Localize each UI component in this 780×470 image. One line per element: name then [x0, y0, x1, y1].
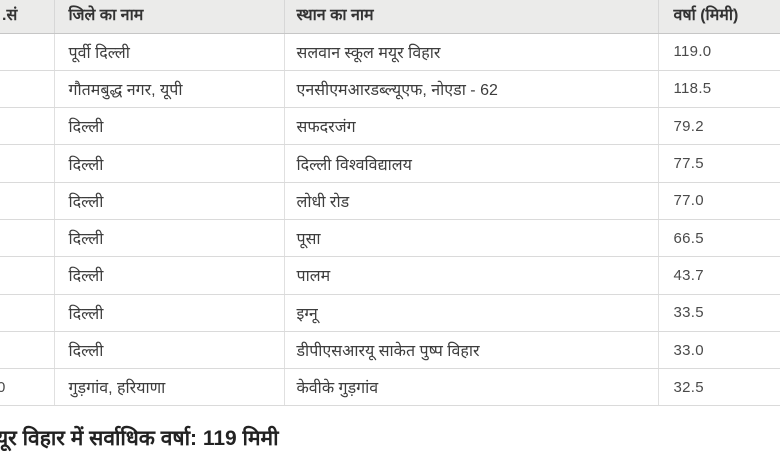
place-cell: डीपीएसआरयू साकेत पुष्प विहार [284, 331, 659, 370]
rainfall-cell: 66.5 [658, 219, 780, 258]
district-cell: दिल्ली [54, 294, 285, 332]
place-cell: लोधी रोड [284, 182, 659, 220]
column-header-place: स्थान का नाम [284, 0, 659, 34]
serial-cell [0, 219, 55, 258]
place-cell: केवीके गुड़गांव [284, 368, 659, 407]
table-row: 0 गुड़गांव, हरियाणा केवीके गुड़गांव 32.5 [0, 368, 780, 407]
place-cell: दिल्ली विश्वविद्यालय [284, 144, 659, 183]
table-row: दिल्ली पालम 43.7 [0, 256, 780, 295]
district-cell: दिल्ली [54, 256, 285, 295]
district-cell: दिल्ली [54, 144, 285, 183]
rainfall-cell: 32.5 [658, 368, 780, 407]
serial-cell: 0 [0, 368, 55, 407]
column-header-district: जिले का नाम [54, 0, 285, 34]
district-cell: गौतमबुद्ध नगर, यूपी [54, 70, 285, 109]
rainfall-cell: 119.0 [658, 33, 780, 71]
district-cell: दिल्ली [54, 182, 285, 220]
place-cell: सफदरजंग [284, 107, 659, 146]
serial-cell [0, 33, 55, 71]
summary-text: यूर विहार में सर्वाधिक वर्षा: 119 मिमी [0, 427, 279, 450]
table-row: गौतमबुद्ध नगर, यूपी एनसीएमआरडब्ल्यूएफ, न… [0, 70, 780, 109]
serial-cell [0, 294, 55, 332]
place-cell: एनसीएमआरडब्ल्यूएफ, नोएडा - 62 [284, 70, 659, 109]
place-cell: पूसा [284, 219, 659, 258]
table-header-row: .सं जिले का नाम स्थान का नाम वर्षा (मिमी… [0, 0, 780, 34]
serial-cell [0, 331, 55, 370]
serial-cell [0, 144, 55, 183]
serial-cell [0, 182, 55, 220]
table-row: दिल्ली इग्नू 33.5 [0, 294, 780, 332]
rainfall-table: .सं जिले का नाम स्थान का नाम वर्षा (मिमी… [0, 0, 780, 407]
place-cell: पालम [284, 256, 659, 295]
rainfall-cell: 77.0 [658, 182, 780, 220]
district-cell: गुड़गांव, हरियाणा [54, 368, 285, 407]
place-cell: सलवान स्कूल मयूर विहार [284, 33, 659, 71]
table-row: पूर्वी दिल्ली सलवान स्कूल मयूर विहार 119… [0, 33, 780, 71]
rainfall-cell: 118.5 [658, 70, 780, 109]
rainfall-cell: 79.2 [658, 107, 780, 146]
rainfall-cell: 33.5 [658, 294, 780, 332]
rainfall-cell: 77.5 [658, 144, 780, 183]
table-row: दिल्ली सफदरजंग 79.2 [0, 107, 780, 146]
district-cell: दिल्ली [54, 219, 285, 258]
district-cell: पूर्वी दिल्ली [54, 33, 285, 71]
serial-cell [0, 70, 55, 109]
serial-cell [0, 107, 55, 146]
table-row: दिल्ली डीपीएसआरयू साकेत पुष्प विहार 33.0 [0, 331, 780, 370]
column-header-serial: .सं [0, 0, 55, 34]
rainfall-cell: 43.7 [658, 256, 780, 295]
place-cell: इग्नू [284, 294, 659, 332]
district-cell: दिल्ली [54, 107, 285, 146]
column-header-rainfall: वर्षा (मिमी) [658, 0, 780, 34]
table-row: दिल्ली दिल्ली विश्वविद्यालय 77.5 [0, 144, 780, 183]
district-cell: दिल्ली [54, 331, 285, 370]
serial-cell [0, 256, 55, 295]
table-row: दिल्ली पूसा 66.5 [0, 219, 780, 258]
rainfall-cell: 33.0 [658, 331, 780, 370]
table-row: दिल्ली लोधी रोड 77.0 [0, 182, 780, 220]
